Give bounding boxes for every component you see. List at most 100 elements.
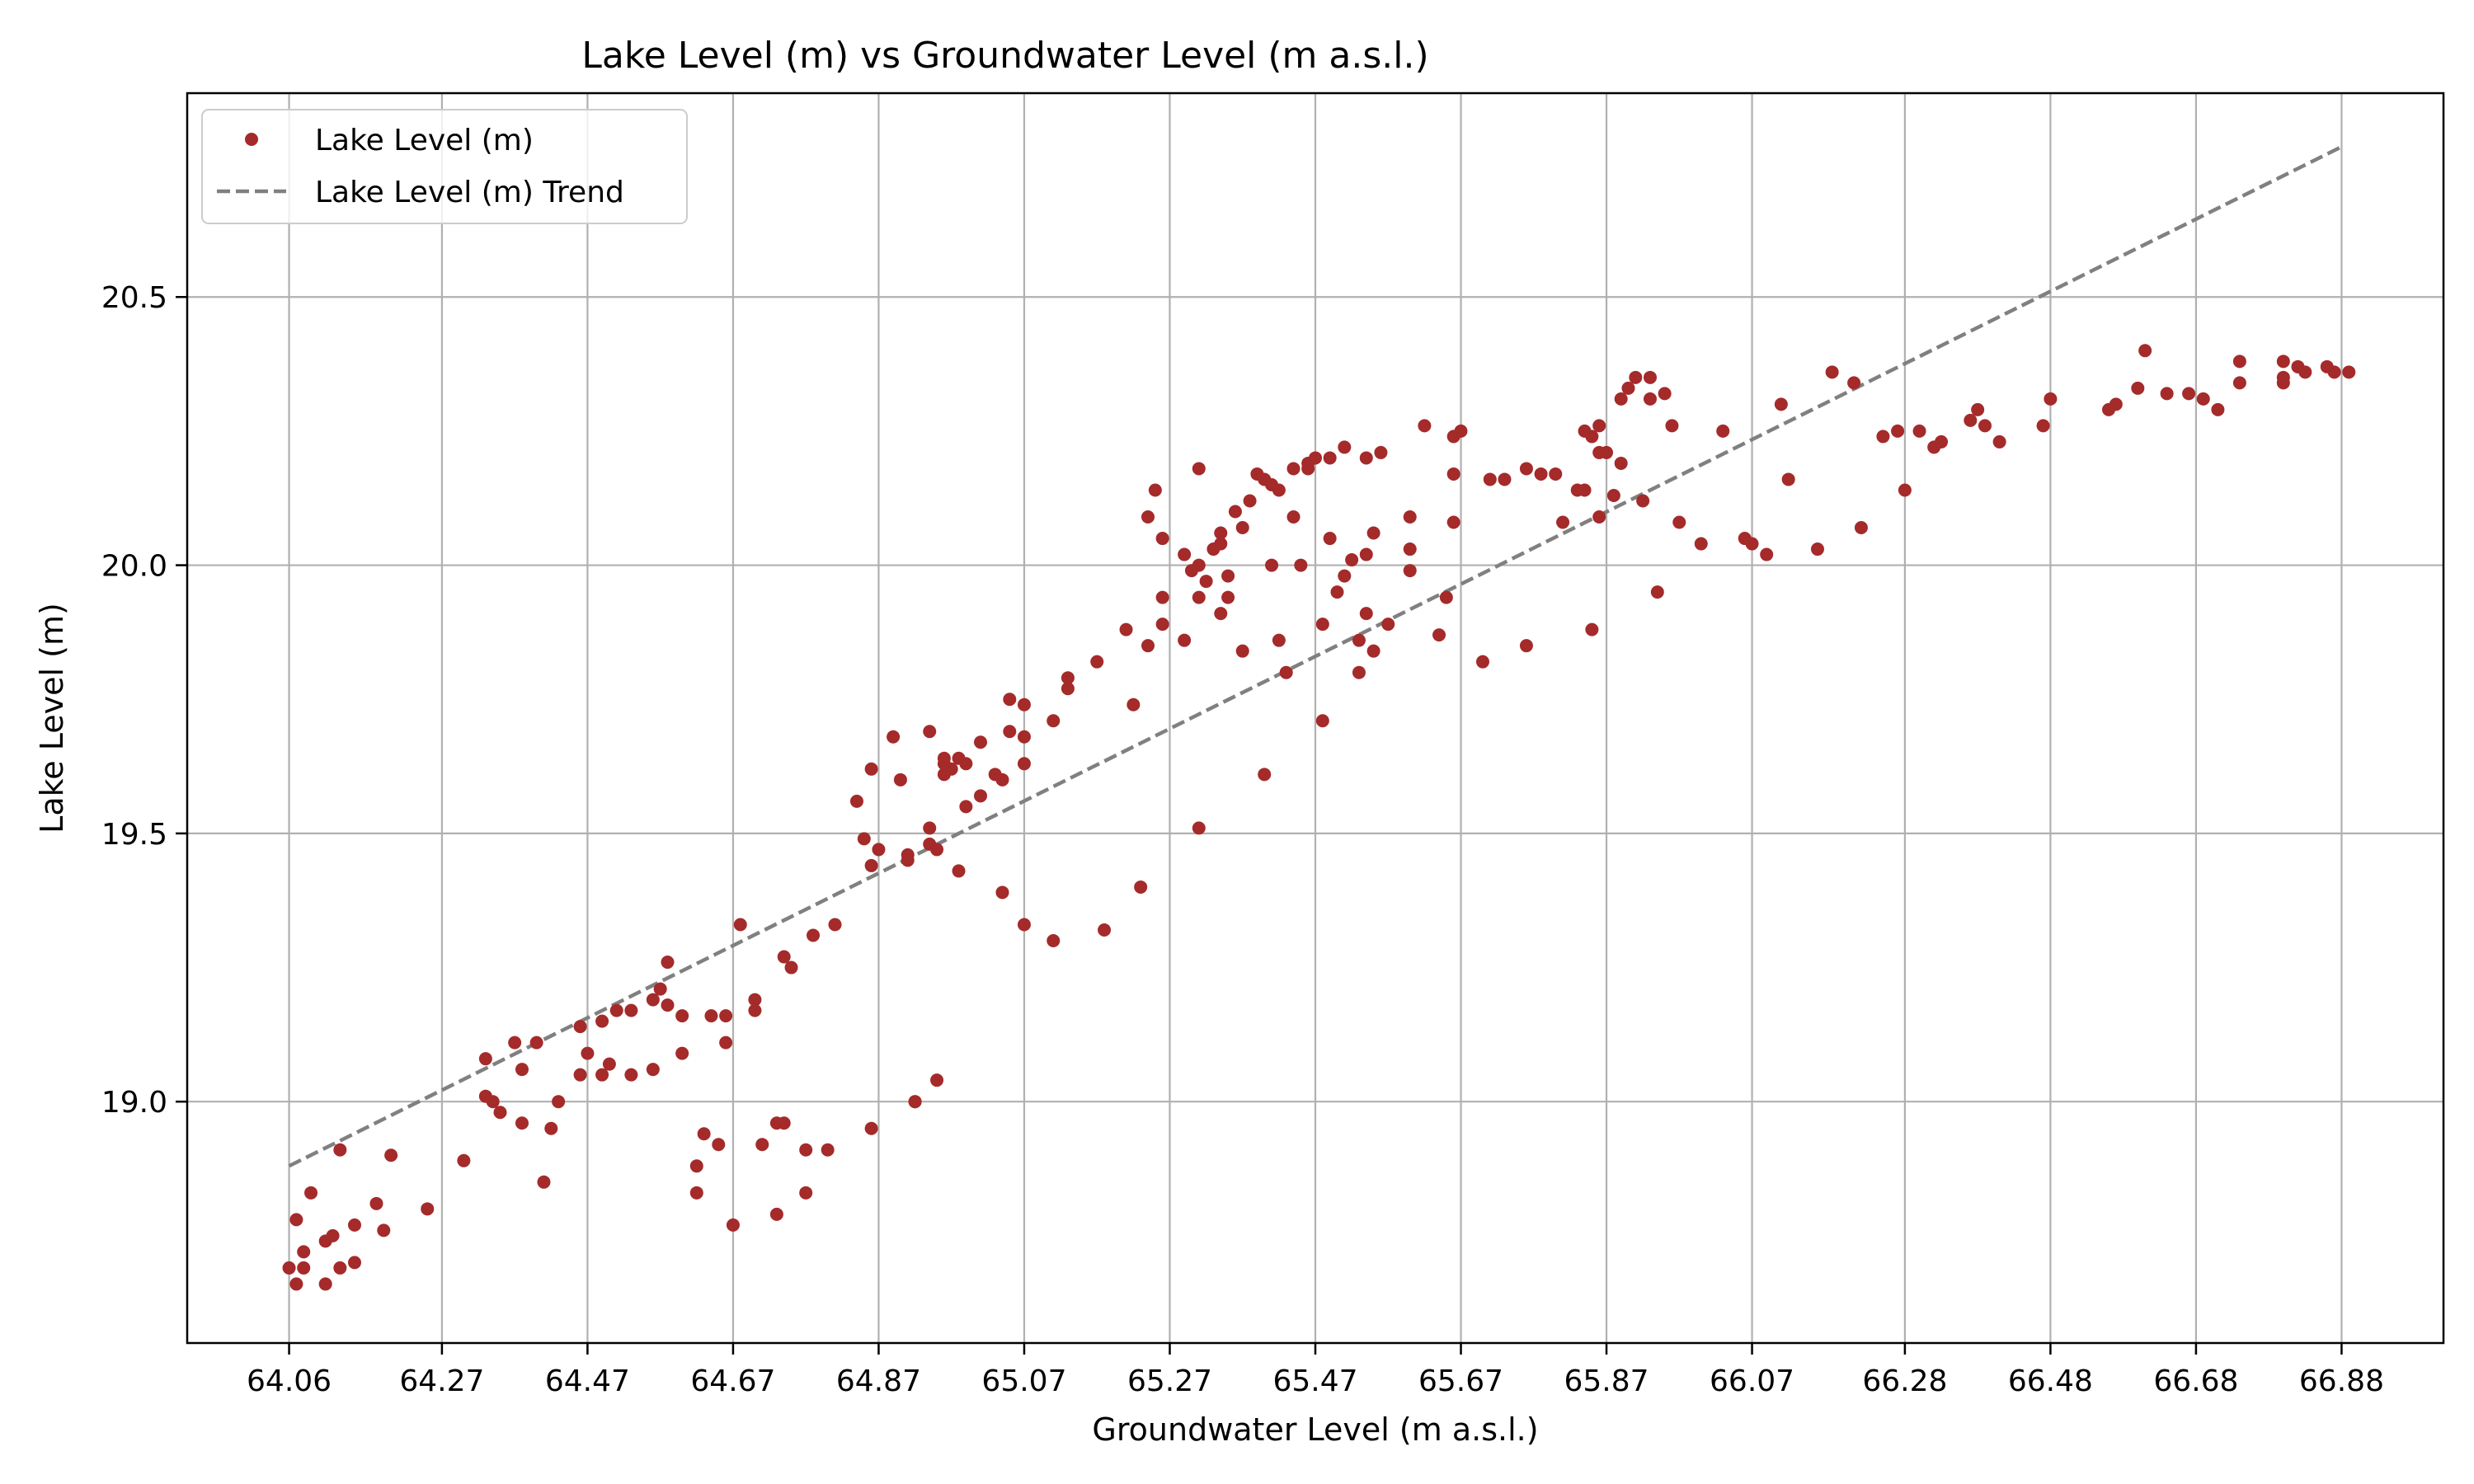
data-point — [1847, 376, 1861, 390]
data-point — [595, 1014, 609, 1028]
data-point — [828, 918, 842, 932]
data-point — [864, 858, 878, 872]
data-point — [1061, 671, 1075, 685]
data-point — [1315, 618, 1329, 632]
data-point — [930, 843, 944, 857]
data-point — [1534, 467, 1548, 481]
data-point — [849, 794, 863, 808]
data-point — [1286, 510, 1300, 524]
data-point — [2160, 387, 2174, 401]
data-point — [704, 1009, 718, 1023]
data-point — [347, 1256, 361, 1270]
data-point — [748, 1003, 762, 1017]
y-axis-label: Lake Level (m) — [34, 603, 70, 834]
data-point — [347, 1218, 361, 1232]
x-tick-label: 66.07 — [1710, 1364, 1794, 1398]
data-point — [675, 1046, 689, 1060]
data-point — [1235, 644, 1249, 658]
x-tick-label: 65.07 — [981, 1364, 1066, 1398]
x-tick-label: 64.47 — [545, 1364, 630, 1398]
data-point — [748, 993, 762, 1007]
data-point — [1439, 590, 1453, 604]
data-point — [995, 885, 1009, 899]
data-point — [1418, 419, 1432, 433]
data-point — [581, 1046, 595, 1060]
data-point — [784, 960, 798, 974]
x-axis: 64.06 64.27 64.47 64.67 64.87 65.07 65.27 65.47… — [247, 1343, 2384, 1398]
data-point — [1294, 558, 1308, 572]
data-point — [872, 843, 886, 857]
data-point — [573, 1020, 587, 1034]
data-point — [719, 1036, 733, 1050]
data-point — [1614, 456, 1628, 470]
data-point — [1578, 483, 1592, 497]
data-point — [457, 1153, 471, 1167]
data-point — [887, 730, 901, 744]
data-point — [1549, 467, 1563, 481]
x-tick-label: 65.67 — [1418, 1364, 1503, 1398]
data-point — [2327, 365, 2341, 379]
data-point — [995, 773, 1009, 787]
data-point — [2109, 397, 2123, 411]
data-point — [1403, 542, 1417, 556]
data-point — [1119, 622, 1133, 636]
data-point — [478, 1052, 492, 1066]
x-tick-label: 65.87 — [1564, 1364, 1649, 1398]
data-point — [1760, 547, 1774, 561]
data-point — [1258, 768, 1272, 782]
data-point — [1047, 934, 1061, 948]
chart-title: Lake Level (m) vs Groundwater Level (m a… — [581, 35, 1428, 77]
data-point — [1403, 510, 1417, 524]
data-point — [646, 1063, 660, 1077]
data-point — [1126, 697, 1141, 711]
data-point — [1155, 532, 1169, 546]
data-point — [1272, 483, 1286, 497]
data-point — [1650, 585, 1664, 599]
data-point — [1272, 633, 1286, 647]
data-point — [1585, 430, 1599, 444]
data-point — [486, 1095, 500, 1109]
data-point — [552, 1095, 566, 1109]
data-point — [1017, 697, 1031, 711]
data-point — [1148, 483, 1162, 497]
data-point — [333, 1143, 347, 1157]
data-point — [1600, 445, 1614, 459]
data-point — [689, 1159, 703, 1173]
data-point — [1825, 365, 1839, 379]
x-tick-label: 66.88 — [2299, 1364, 2384, 1398]
trend-line — [288, 145, 2343, 1168]
data-point — [1665, 419, 1679, 433]
data-point — [1636, 494, 1650, 508]
data-point — [1556, 515, 1570, 529]
data-point — [289, 1213, 303, 1227]
data-point — [1047, 714, 1061, 728]
data-point — [1992, 434, 2006, 448]
data-point — [2211, 402, 2225, 416]
data-point — [1090, 655, 1104, 669]
data-point — [1432, 628, 1446, 642]
data-point — [799, 1143, 813, 1157]
legend-marker-points — [245, 133, 258, 146]
data-point — [1243, 494, 1257, 508]
data-point — [624, 1003, 638, 1017]
y-axis: 19.0 19.5 20.0 20.5 — [101, 281, 187, 1120]
data-point — [1519, 639, 1533, 653]
data-point — [609, 1003, 623, 1017]
data-point — [777, 1116, 791, 1130]
data-point — [1178, 633, 1192, 647]
data-point — [1359, 607, 1373, 621]
data-point — [653, 982, 667, 996]
data-point — [930, 1073, 944, 1087]
data-point — [661, 956, 675, 970]
data-point — [821, 1143, 835, 1157]
data-point — [1614, 392, 1628, 406]
data-point — [1265, 558, 1279, 572]
legend-box — [201, 109, 688, 224]
data-point — [893, 773, 907, 787]
x-tick-label: 64.06 — [247, 1364, 332, 1398]
data-point — [544, 1121, 558, 1135]
data-point — [1716, 424, 1730, 438]
data-point — [508, 1036, 522, 1050]
